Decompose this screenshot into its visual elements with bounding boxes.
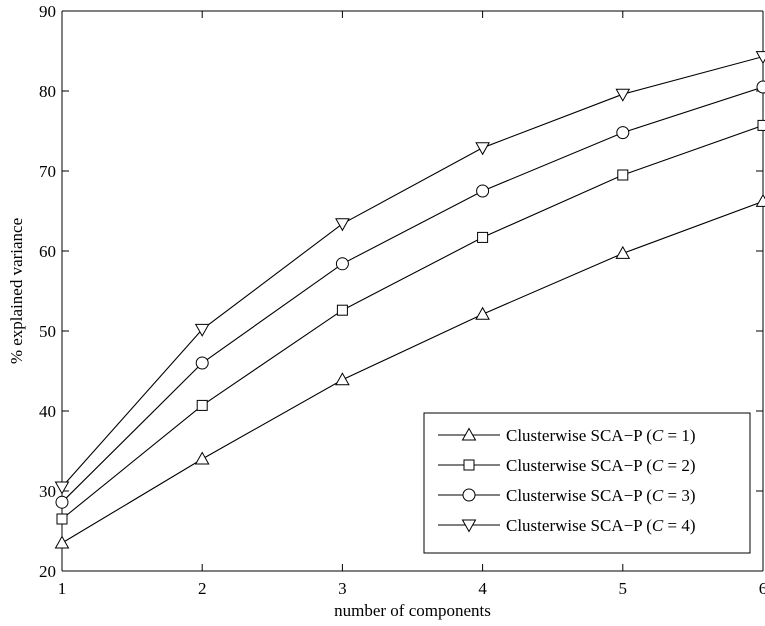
x-tick-label: 4	[478, 579, 487, 598]
data-point	[616, 126, 630, 140]
x-tick-label: 2	[198, 579, 207, 598]
data-point	[476, 184, 490, 198]
y-tick-label: 60	[39, 242, 56, 261]
data-point	[757, 119, 765, 131]
y-axis-label: % explained variance	[7, 218, 26, 364]
legend-label: Clusterwise SCA−P (C = 3)	[506, 486, 696, 505]
legend-item: Clusterwise SCA−P (C = 4)	[438, 516, 696, 535]
series-line	[61, 200, 764, 544]
legend-item: Clusterwise SCA−P (C = 3)	[438, 486, 696, 505]
legend-marker	[462, 488, 476, 502]
series-line	[61, 56, 764, 488]
y-tick-label: 30	[39, 482, 56, 501]
data-point	[755, 51, 765, 65]
x-tick-label: 1	[58, 579, 67, 598]
series-layer	[54, 51, 765, 549]
legend-label: Clusterwise SCA−P (C = 1)	[506, 426, 696, 445]
data-point	[477, 231, 489, 243]
data-point	[615, 245, 631, 259]
y-tick-label: 20	[39, 562, 56, 581]
data-point	[475, 142, 490, 156]
series-1	[54, 193, 765, 549]
y-axis: 20 30 40 50 60 70 80 90	[39, 2, 763, 581]
legend-item: Clusterwise SCA−P (C = 2)	[438, 456, 696, 475]
data-point	[194, 451, 210, 465]
legend-item: Clusterwise SCA−P (C = 1)	[438, 426, 696, 445]
x-tick-label: 6	[759, 579, 765, 598]
data-point	[194, 323, 210, 337]
legend-label: Clusterwise SCA−P (C = 4)	[506, 516, 696, 535]
data-point	[615, 88, 631, 102]
series-4	[54, 51, 765, 495]
data-point	[475, 306, 490, 320]
data-point	[54, 481, 70, 495]
data-point	[56, 513, 68, 525]
series-2	[56, 119, 765, 525]
series-line	[61, 124, 764, 520]
data-point	[55, 495, 69, 509]
y-tick-label: 40	[39, 402, 56, 421]
y-tick-label: 90	[39, 2, 56, 21]
data-point	[335, 218, 350, 232]
legend-marker	[463, 459, 475, 471]
data-point	[335, 257, 349, 271]
data-point	[54, 535, 70, 549]
data-point	[756, 80, 765, 94]
x-tick-label: 5	[619, 579, 628, 598]
legend: Clusterwise SCA−P (C = 1) Clusterwise SCA…	[423, 412, 751, 554]
series-line	[61, 86, 764, 503]
x-axis: 1 2 3 4 5 6	[58, 11, 765, 598]
y-tick-label: 50	[39, 322, 56, 341]
data-point	[617, 169, 629, 181]
y-tick-label: 80	[39, 82, 56, 101]
legend-marker	[461, 519, 477, 533]
x-tick-label: 3	[338, 579, 347, 598]
data-point	[335, 372, 350, 386]
plot-area	[62, 10, 764, 571]
x-axis-label: number of components	[334, 601, 491, 620]
y-tick-label: 70	[39, 162, 56, 181]
legend-marker	[461, 427, 477, 441]
legend-box	[423, 412, 751, 554]
data-point	[755, 193, 765, 207]
data-point	[336, 304, 348, 316]
data-point	[196, 399, 208, 411]
series-3	[55, 80, 765, 509]
data-point	[195, 356, 209, 370]
legend-label: Clusterwise SCA−P (C = 2)	[506, 456, 696, 475]
